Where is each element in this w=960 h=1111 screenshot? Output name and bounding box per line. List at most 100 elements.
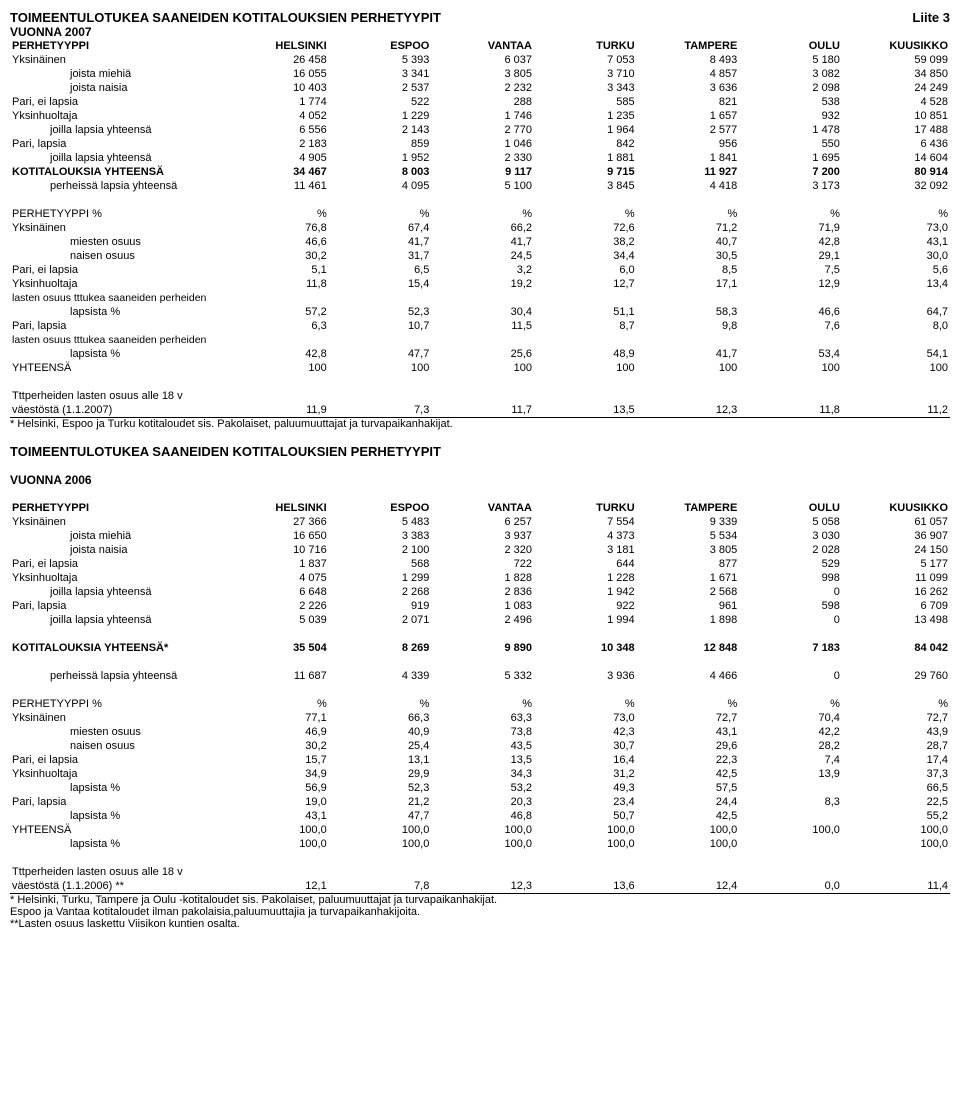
col-tampere: TAMPERE xyxy=(637,39,740,53)
footnote-2006-3: **Lasten osuus laskettu Viisikon kuntien… xyxy=(10,918,950,930)
cell: 30,7 xyxy=(534,739,637,753)
cell: 37,3 xyxy=(842,767,950,781)
cell: 12,4 xyxy=(637,879,740,893)
cell: % xyxy=(226,207,329,221)
cell: 42,2 xyxy=(739,725,842,739)
cell: 46,8 xyxy=(431,809,534,823)
col-turku: TURKU xyxy=(534,501,637,515)
cell: Pari, ei lapsia xyxy=(10,557,226,571)
cell: joilla lapsia yhteensä xyxy=(10,613,226,627)
cell: 6 257 xyxy=(431,515,534,529)
cell: 1 083 xyxy=(431,599,534,613)
cell: 76,8 xyxy=(226,221,329,235)
cell: 1 828 xyxy=(431,571,534,585)
cell: 5 332 xyxy=(431,669,534,683)
cell: 70,4 xyxy=(739,711,842,725)
cell: 66,3 xyxy=(329,711,432,725)
cell: 13,6 xyxy=(534,879,637,893)
footnote-2006-2: Espoo ja Vantaa kotitaloudet ilman pakol… xyxy=(10,906,950,918)
cell: % xyxy=(431,207,534,221)
cell: 100,0 xyxy=(329,837,432,851)
cell: 100,0 xyxy=(842,823,950,837)
cell: 1 046 xyxy=(431,137,534,151)
cell: 36 907 xyxy=(842,529,950,543)
cell: 3 636 xyxy=(637,81,740,95)
cell: 59 099 xyxy=(842,53,950,67)
cell: 3 805 xyxy=(637,543,740,557)
cell: 41,7 xyxy=(329,235,432,249)
table-row: Yksinhuoltaja34,929,934,331,242,513,937,… xyxy=(10,767,950,781)
cell: 100,0 xyxy=(739,823,842,837)
cell: PERHETYYPPI % xyxy=(10,207,226,221)
cell: % xyxy=(739,697,842,711)
cell: 43,1 xyxy=(842,235,950,249)
cell: % xyxy=(329,697,432,711)
cell: 28,7 xyxy=(842,739,950,753)
cell: 100,0 xyxy=(534,823,637,837)
cell: 0 xyxy=(739,669,842,683)
cell: 11,4 xyxy=(842,879,950,893)
cell: 29,9 xyxy=(329,767,432,781)
table-row: joista miehiä16 0553 3413 8053 7104 8573… xyxy=(10,67,950,81)
cell: 32 092 xyxy=(842,179,950,193)
cell: 47,7 xyxy=(329,809,432,823)
col-kuusikko: KUUSIKKO xyxy=(842,39,950,53)
cell: 11,7 xyxy=(431,403,534,417)
cell: 1 657 xyxy=(637,109,740,123)
cell: 550 xyxy=(739,137,842,151)
cell: 71,9 xyxy=(739,221,842,235)
cell: 7 200 xyxy=(739,165,842,179)
cell: 2 770 xyxy=(431,123,534,137)
cell: 43,1 xyxy=(226,809,329,823)
table-row: naisen osuus30,225,443,530,729,628,228,7 xyxy=(10,739,950,753)
cell: väestöstä (1.1.2007) xyxy=(10,403,226,417)
cell: 42,8 xyxy=(739,235,842,249)
cell: 11,8 xyxy=(739,403,842,417)
table-2006: PERHETYYPPI HELSINKI ESPOO VANTAA TURKU … xyxy=(10,501,950,893)
col-perhetyyppi: PERHETYYPPI xyxy=(10,39,226,53)
cell: 63,3 xyxy=(431,711,534,725)
table-row: Tttperheiden lasten osuus alle 18 v xyxy=(10,865,950,879)
cell: 40,9 xyxy=(329,725,432,739)
cell: 8 493 xyxy=(637,53,740,67)
cell: 16,4 xyxy=(534,753,637,767)
cell: 3 937 xyxy=(431,529,534,543)
cell: 0 xyxy=(739,585,842,599)
year-2006: VUONNA 2006 xyxy=(10,473,950,487)
cell: 8 003 xyxy=(329,165,432,179)
cell: 4 466 xyxy=(637,669,740,683)
cell: 538 xyxy=(739,95,842,109)
cell: 50,7 xyxy=(534,809,637,823)
cell: 17,4 xyxy=(842,753,950,767)
table-row: KOTITALOUKSIA YHTEENSÄ*35 5048 2699 8901… xyxy=(10,641,950,655)
cell: 100,0 xyxy=(329,823,432,837)
cell: 6 436 xyxy=(842,137,950,151)
cell: 2 320 xyxy=(431,543,534,557)
cell: 24 150 xyxy=(842,543,950,557)
cell: 17,1 xyxy=(637,277,740,291)
cell: 7,3 xyxy=(329,403,432,417)
cell: 15,4 xyxy=(329,277,432,291)
cell: 17 488 xyxy=(842,123,950,137)
cell: 31,7 xyxy=(329,249,432,263)
table-row: naisen osuus30,231,724,534,430,529,130,0 xyxy=(10,249,950,263)
cell: 9,8 xyxy=(637,319,740,333)
table-row: Yksinäinen26 4585 3936 0377 0538 4935 18… xyxy=(10,53,950,67)
cell: Yksinäinen xyxy=(10,53,226,67)
cell: Pari, lapsia xyxy=(10,319,226,333)
cell: 11,2 xyxy=(842,403,950,417)
cell: Tttperheiden lasten osuus alle 18 v xyxy=(10,865,226,879)
cell: Yksinhuoltaja xyxy=(10,767,226,781)
table-row: Pari, ei lapsia15,713,113,516,422,37,417… xyxy=(10,753,950,767)
cell: 64,7 xyxy=(842,305,950,319)
cell: 35 504 xyxy=(226,641,329,655)
table-row: joilla lapsia yhteensä4 9051 9522 3301 8… xyxy=(10,151,950,165)
cell: 5,1 xyxy=(226,263,329,277)
col-oulu: OULU xyxy=(739,501,842,515)
cell: 13 498 xyxy=(842,613,950,627)
cell: 54,1 xyxy=(842,347,950,361)
cell: 61 057 xyxy=(842,515,950,529)
cell: 21,2 xyxy=(329,795,432,809)
cell: 20,3 xyxy=(431,795,534,809)
cell: 1 994 xyxy=(534,613,637,627)
